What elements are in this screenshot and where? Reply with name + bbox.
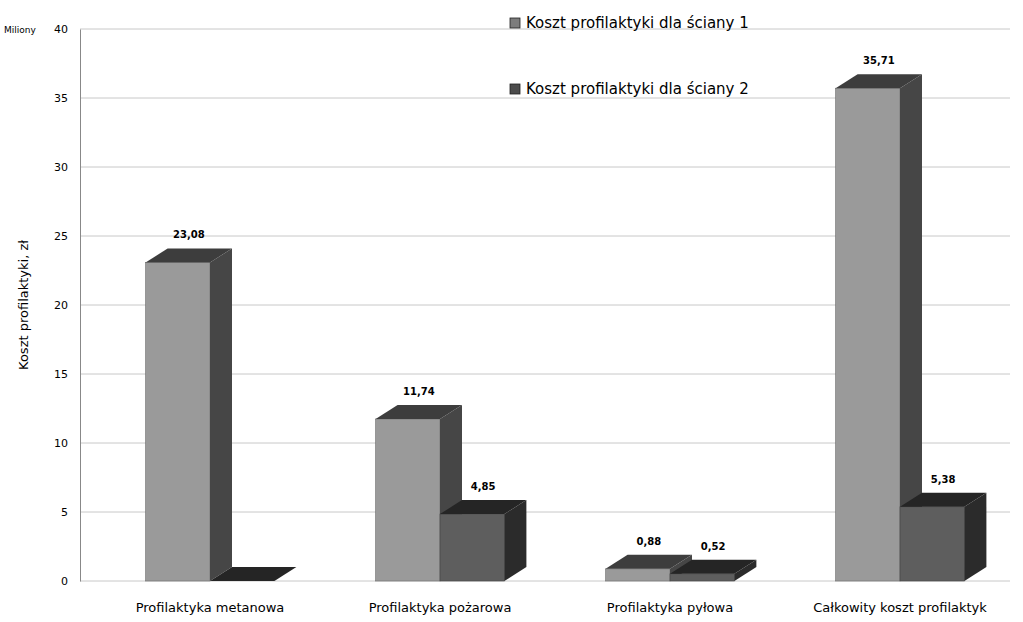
y-tick: 15 — [54, 368, 80, 381]
bar — [210, 567, 296, 581]
bar-top — [670, 560, 756, 574]
legend-swatch — [510, 18, 520, 28]
y-tick: 5 — [61, 506, 80, 519]
data-label: 11,74 — [403, 386, 435, 397]
x-tick-label: Profilaktyka metanowa — [136, 600, 285, 615]
data-label: 5,38 — [931, 474, 956, 485]
bars — [146, 74, 987, 581]
x-tick-label: Profilaktyka pożarowa — [369, 600, 512, 615]
legend: Koszt profilaktyki dla ściany 1 Koszt pro… — [510, 14, 749, 98]
bar-front — [440, 514, 504, 581]
grid — [80, 29, 1010, 581]
bar-front — [670, 574, 734, 581]
data-labels: 23,08 11,74 4,85 0,88 0,52 35,71 5,38 — [173, 55, 956, 552]
bar-side — [504, 500, 526, 581]
bar-front — [146, 262, 210, 581]
bar-front — [836, 88, 900, 581]
bar-top — [900, 493, 986, 507]
y-tick-label: 25 — [54, 230, 68, 243]
x-tick-label: Profilaktyka pyłowa — [607, 600, 733, 615]
y-tick: 0 — [61, 575, 80, 588]
data-label: 4,85 — [471, 481, 496, 492]
legend-label: Koszt profilaktyki dla ściany 1 — [526, 14, 749, 32]
y-axis-title: Koszt profilaktyki, zł — [16, 240, 31, 370]
x-tick: Profilaktyka metanowa — [136, 589, 285, 615]
y-axis: 0 5 10 15 20 25 30 35 40 — [54, 23, 81, 588]
y-tick: 40 — [54, 23, 80, 36]
y-tick-label: 10 — [54, 437, 68, 450]
y-tick: 30 — [54, 161, 80, 174]
bar-top — [376, 405, 462, 419]
chart: 0510152025303540Profilaktyka metanowaPro… — [0, 0, 1023, 622]
bar-front — [606, 569, 670, 581]
bar-top — [146, 248, 232, 262]
legend-label: Koszt profilaktyki dla ściany 2 — [526, 80, 749, 98]
bar — [146, 248, 232, 581]
x-axis: Profilaktyka metanowa Profilaktyka pożaro… — [136, 589, 988, 615]
y-tick-label: 5 — [61, 506, 68, 519]
y-tick: 20 — [54, 299, 80, 312]
x-tick: Profilaktyka pożarowa — [369, 589, 512, 615]
x-tick: Całkowity koszt profilaktyk — [813, 589, 987, 615]
y-tick-label: 20 — [54, 299, 68, 312]
y-tick: 35 — [54, 92, 80, 105]
legend-swatch — [510, 84, 520, 94]
y-axis-line — [80, 30, 81, 582]
bar-top — [836, 74, 922, 88]
y-tick: 10 — [54, 437, 80, 450]
bar-top — [210, 567, 296, 581]
bar-top — [606, 555, 692, 569]
y-tick: 25 — [54, 230, 80, 243]
data-label: 0,52 — [701, 541, 726, 552]
data-label: 35,71 — [863, 55, 895, 66]
annotation: Miliony — [4, 25, 36, 35]
bar-side — [210, 248, 232, 581]
data-label: 23,08 — [173, 229, 205, 240]
y-tick-label: 30 — [54, 161, 68, 174]
x-tick-label: Całkowity koszt profilaktyk — [813, 600, 987, 615]
y-tick-label: 15 — [54, 368, 68, 381]
data-label: 0,88 — [636, 536, 661, 547]
x-tick: Profilaktyka pyłowa — [607, 589, 733, 615]
bar-front — [900, 507, 964, 581]
y-tick-label: 35 — [54, 92, 68, 105]
bar-side — [964, 493, 986, 581]
bar — [670, 560, 756, 581]
bar-top — [440, 500, 526, 514]
bar-front — [376, 419, 440, 581]
bar — [440, 500, 526, 581]
y-tick-label: 40 — [54, 23, 68, 36]
y-tick-label: 0 — [61, 575, 68, 588]
bar — [900, 493, 986, 581]
